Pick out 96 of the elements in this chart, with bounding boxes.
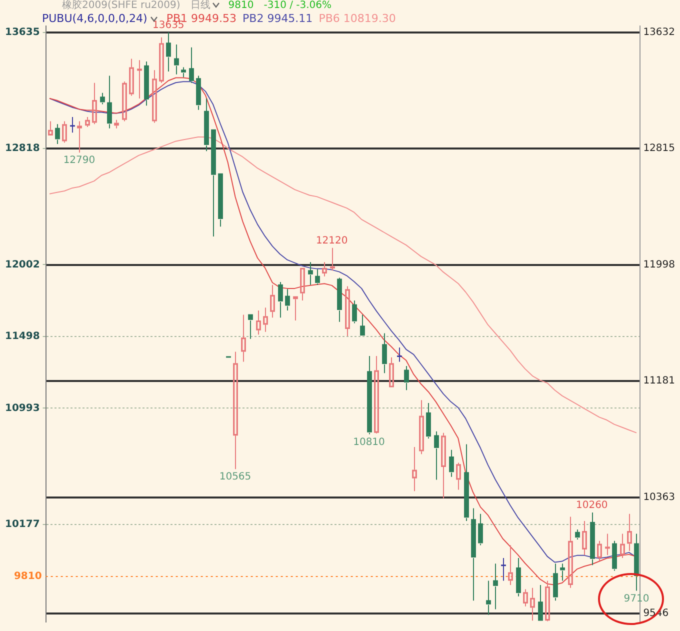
candlestick [196, 75, 201, 110]
candlestick [493, 563, 498, 610]
candlestick [211, 129, 216, 238]
candlestick [85, 116, 90, 128]
candlestick [129, 58, 134, 96]
candlestick [545, 580, 550, 621]
candlestick [278, 282, 283, 318]
candlestick [419, 400, 424, 455]
candlestick [478, 513, 483, 546]
y-tick-label: 11498 [4, 330, 40, 342]
candlestick [501, 557, 506, 582]
candlestick [107, 75, 112, 129]
candlestick [337, 277, 342, 322]
candlestick [77, 120, 82, 154]
candlestick [516, 557, 521, 597]
candlestick [174, 44, 179, 75]
annotation: 12120 [316, 235, 348, 246]
candlestick [315, 268, 320, 286]
candlestick [523, 588, 528, 607]
y-tick-label: 12818 [4, 143, 40, 154]
candlestick [404, 365, 409, 391]
candlestick [426, 402, 431, 440]
candlestick [308, 262, 313, 286]
candlestick [55, 124, 60, 145]
text: -310 / -3.06% [264, 0, 332, 11]
y2-tick-label: 12815 [643, 143, 675, 154]
text: 9810 [228, 0, 254, 11]
annotation: 10810 [353, 436, 385, 448]
candlestick [553, 563, 558, 602]
candlestick [122, 80, 127, 122]
candlestick [144, 61, 149, 106]
candlestick [166, 32, 171, 72]
candlestick [263, 307, 268, 332]
candlestick [248, 314, 253, 340]
candlestick [137, 60, 142, 100]
y-tick-label: 12002 [4, 259, 40, 270]
candlestick [441, 432, 446, 499]
candlestick [568, 516, 573, 588]
y-tick-label: 10177 [4, 518, 40, 530]
candlestick [560, 563, 565, 582]
candlestick [48, 120, 53, 136]
y-tick-label: 10993 [4, 402, 40, 414]
y2-tick-label: 13632 [643, 26, 675, 38]
candlestick [256, 310, 261, 336]
candlestick [300, 268, 305, 302]
candlestick [204, 98, 209, 152]
y2-tick-label: 10363 [643, 492, 675, 503]
candlestick [389, 356, 394, 388]
candlestick [538, 584, 543, 621]
candlestick [92, 82, 97, 125]
candlestick [218, 173, 223, 228]
candlestick [360, 314, 365, 336]
candlestick [464, 444, 469, 522]
y-tick-label: 13635 [4, 26, 40, 38]
candlestick [434, 430, 439, 480]
annotation: 10565 [219, 472, 252, 483]
y2-tick-label: 11998 [643, 259, 675, 270]
candlestick [70, 116, 75, 134]
candlestick [285, 288, 290, 311]
candlestick [62, 120, 67, 144]
candlestick [159, 36, 164, 84]
candlestick [612, 540, 617, 572]
candlestick [456, 462, 461, 490]
candlestick [270, 284, 275, 318]
candlestick [293, 296, 298, 321]
candlestick [627, 513, 632, 552]
candlestick [590, 512, 595, 566]
candlestick [189, 46, 194, 84]
candlestick [241, 314, 246, 362]
candlestick [322, 262, 327, 277]
candlestick [620, 533, 625, 558]
candlestick [508, 544, 513, 586]
candlestick [352, 300, 357, 324]
candlestick [597, 540, 602, 562]
ref-line-label: 9810 [14, 571, 42, 582]
candlestick [152, 70, 157, 124]
candlestick [582, 520, 587, 556]
text: PB2 9945.11 [242, 12, 313, 25]
chart-subtitle: 日线 [190, 0, 210, 11]
text: PB6 10819.30 [318, 12, 396, 25]
y2-tick-label: 11181 [643, 376, 675, 387]
candlestick [471, 508, 476, 602]
candlestick [345, 286, 350, 337]
candlestick [530, 587, 535, 622]
candlestick [233, 351, 238, 470]
annotation: 12790 [63, 155, 96, 166]
candlestick [575, 529, 580, 540]
candlestick [634, 533, 639, 592]
candlestick [382, 332, 387, 374]
legend-title: PUBU(4,6,0,0,0,24) [42, 12, 148, 25]
annotation: 10260 [576, 500, 608, 512]
candlestick [367, 356, 372, 435]
candlestick [114, 119, 119, 129]
candlestick [412, 446, 417, 492]
candlestick [449, 449, 454, 478]
candlestick [486, 580, 491, 616]
